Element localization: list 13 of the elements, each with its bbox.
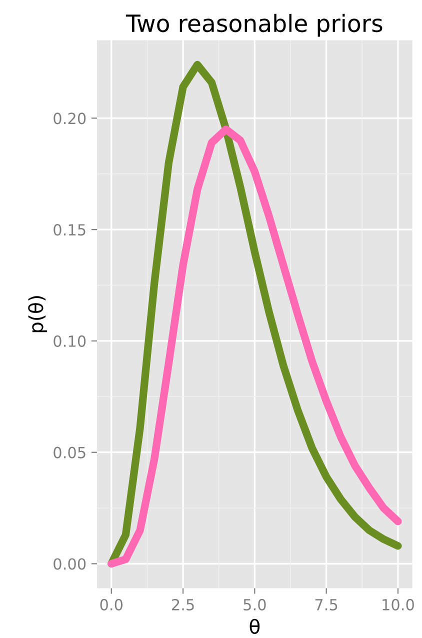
y-tick-label: 0.15 <box>54 224 86 236</box>
x-tick-label: 5.0 <box>244 598 266 610</box>
x-tick-label: 0.0 <box>100 598 123 610</box>
y-tick-label: 0.00 <box>54 558 86 570</box>
x-tick-label: 2.5 <box>172 598 194 610</box>
x-tick-label: 7.5 <box>315 599 338 610</box>
x-tick-label: 10.0 <box>382 598 414 610</box>
x-axis-title: θ <box>250 618 260 634</box>
y-tick-label: 0.10 <box>54 335 86 347</box>
chart-title: Two reasonable priors <box>126 14 382 37</box>
y-tick-label: 0.20 <box>54 112 86 124</box>
y-tick-label: 0.05 <box>54 446 86 458</box>
y-axis-title: p(θ) <box>28 296 48 332</box>
